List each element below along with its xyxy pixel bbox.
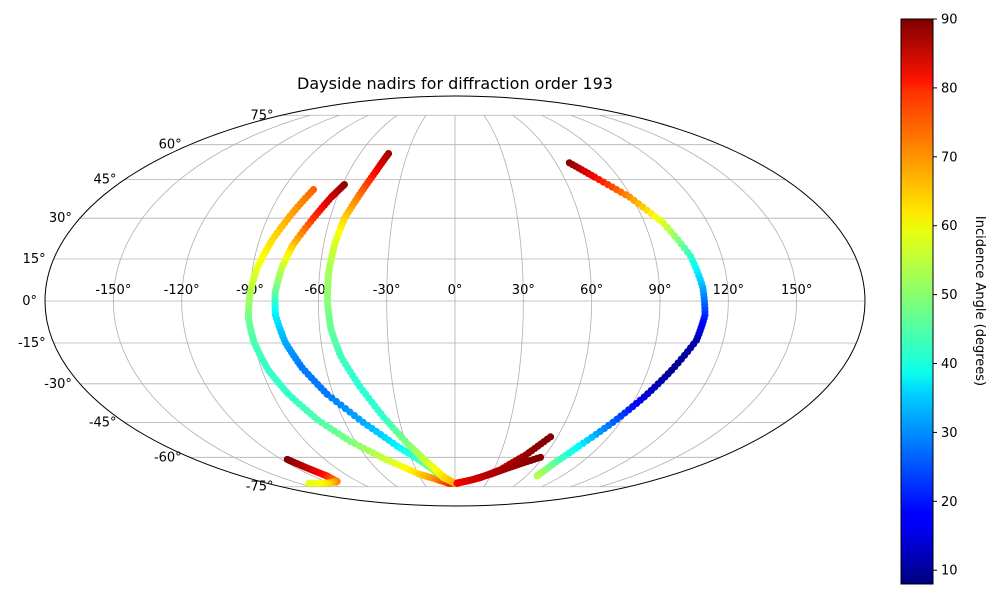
latitude-tick-label: 0° [22, 294, 37, 309]
graticule-longitude-line [317, 114, 398, 488]
latitude-tick-label: 45° [94, 173, 117, 188]
longitude-tick-label: 0° [448, 283, 463, 298]
longitude-tick-label: 30° [512, 283, 535, 298]
latitude-tick-label: -75° [246, 480, 274, 495]
map-outline [44, 95, 866, 507]
graticule-longitude-line [512, 114, 593, 488]
graticule-longitude-line [112, 114, 311, 488]
longitude-tick-label: -30° [373, 283, 401, 298]
latitude-tick-label: 30° [49, 211, 72, 226]
colorbar-tick-label: 30 [941, 426, 958, 441]
latitude-tick-label: -30° [44, 377, 72, 392]
graticule-longitude-line [599, 114, 798, 488]
latitude-tick-label: 15° [23, 252, 46, 267]
colorbar-tick-label: 60 [941, 219, 958, 234]
longitude-tick-label: 150° [781, 283, 812, 298]
colorbar-tick-label: 20 [941, 495, 958, 510]
longitude-tick-label: -150° [95, 283, 131, 298]
latitude-tick-labels: 75° 60° 45° 30° 15° 0° -15° -30° -45° -60° -75° [18, 108, 274, 494]
longitude-tick-labels: -150°-120°-90°-60°-30°0°30°60°90°120°150… [95, 283, 812, 298]
longitude-tick-label: 60° [580, 283, 603, 298]
data-point [533, 472, 541, 480]
data-point [305, 479, 313, 487]
data-point [546, 433, 555, 441]
longitude-tick-label: 120° [713, 283, 744, 298]
latitude-tick-label: 60° [159, 138, 182, 153]
latitude-tick-label: 75° [250, 108, 273, 123]
latitude-tick-label: -60° [154, 450, 182, 465]
scatter-points [244, 149, 709, 487]
colorbar-tick-label: 70 [941, 150, 958, 165]
graticule-longitude-line [181, 114, 340, 488]
colorbar-tick-label: 10 [941, 564, 958, 579]
graticule [45, 114, 865, 488]
colorbar-label: Incidence Angle (degrees) [972, 216, 987, 386]
data-point [536, 453, 545, 461]
colorbar-tick-label: 40 [941, 357, 958, 372]
colorbar-tick-label: 50 [941, 288, 958, 303]
longitude-tick-label: -120° [164, 283, 200, 298]
chart-title: Dayside nadirs for diffraction order 193 [297, 74, 613, 93]
latitude-tick-label: -45° [89, 415, 117, 430]
colorbar-tick-label: 80 [941, 81, 958, 96]
longitude-tick-label: 90° [648, 283, 671, 298]
graticule-longitude-line [570, 114, 729, 488]
colorbar-ticks: 10 20 30 40 50 60 70 80 90 [933, 13, 958, 579]
latitude-tick-label: -15° [18, 336, 46, 351]
colorbar [900, 18, 934, 585]
graticule-longitude-line [541, 114, 661, 488]
graticule-longitude-line [483, 115, 524, 487]
colorbar-tick-label: 90 [941, 13, 958, 28]
